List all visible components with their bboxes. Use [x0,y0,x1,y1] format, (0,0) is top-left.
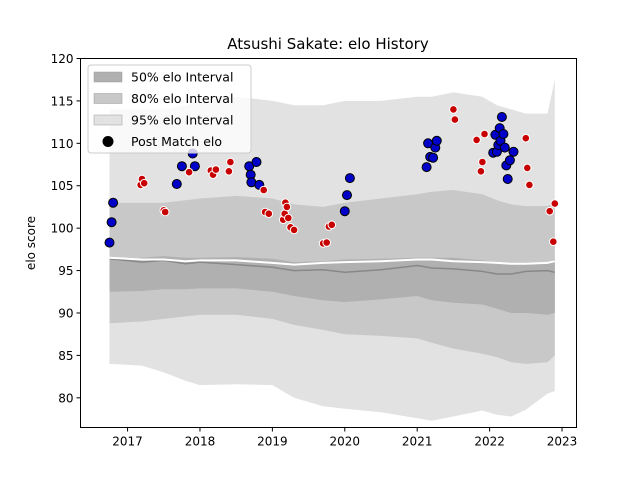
loss-point [545,206,555,216]
x-tick-label: 2023 [547,435,578,449]
legend-label: 95% elo Interval [131,113,233,128]
win-point [342,190,352,201]
legend: 50% elo Interval 80% elo Interval 95% elo … [87,64,252,154]
interval-bands [109,79,555,421]
win-point [499,142,510,153]
legend-swatch [93,93,123,104]
loss-point [525,180,534,190]
mean-line [109,256,556,266]
loss-point [224,167,234,176]
loss-point [211,165,221,174]
chart-title: Atsushi Sakate: elo History [227,35,429,53]
loss-point [226,157,235,167]
win-point [106,217,117,228]
legend-box [87,64,252,154]
loss-point [160,207,170,217]
y-tick-label: 120 [51,52,74,66]
win-point [176,161,187,172]
plot-area [104,79,560,421]
loss-point [550,199,560,208]
loss-point [289,225,299,235]
y-tick-label: 100 [51,222,74,236]
loss-point [184,167,194,177]
y-tick-label: 95 [58,264,73,278]
elo-lines [109,256,556,275]
loss-point [322,238,332,247]
loss-point [284,213,293,223]
win-point [504,155,515,166]
win-point [189,161,200,172]
loss-point [282,202,292,212]
loss-point [478,157,487,167]
y-tick-label: 105 [51,179,74,193]
loss-point [480,129,489,139]
loss-point [472,135,481,145]
x-tick-label: 2018 [185,435,216,449]
legend-label: Post Match elo [131,134,222,149]
win-point [496,112,507,122]
win-point [344,173,355,184]
band-50 [109,256,555,315]
y-tick-label: 80 [58,391,73,405]
legend-marker [102,136,114,147]
x-tick-label: 2017 [112,435,143,449]
y-axis-label: elo score [24,216,38,270]
win-point [431,135,442,146]
loss-point [450,115,460,124]
win-point [498,129,509,139]
win-point [108,197,119,208]
legend-label: 50% elo Interval [131,70,233,85]
loss-point [521,133,531,143]
win-point [171,179,182,189]
y-tick-label: 110 [51,137,74,151]
win-point [428,152,439,163]
legend-swatch [93,71,123,83]
win-point [339,206,350,217]
legend-label: 80% elo Interval [131,91,233,106]
loss-point [259,185,269,195]
loss-point [523,163,532,173]
x-tick-label: 2021 [402,435,433,449]
loss-point [549,237,558,246]
y-tick-label: 115 [51,94,74,108]
win-point [502,174,513,184]
win-point [104,237,115,248]
loss-point [449,105,458,114]
win-point [251,157,262,167]
loss-point [139,178,149,188]
win-point [508,146,519,157]
loss-point [264,209,274,218]
x-tick-label: 2020 [330,435,361,449]
plot-frame [80,58,577,428]
x-axis: 2017 2018 2019 2020 2021 2022 2023 [112,427,578,449]
x-tick-label: 2019 [257,435,288,449]
y-axis: 80 85 90 95 100 105 110 115 120 [51,52,81,405]
legend-swatch [93,114,123,126]
x-tick-label: 2022 [474,435,505,449]
y-tick-label: 85 [58,349,73,363]
loss-point [476,167,486,176]
loss-point [327,220,337,230]
win-point [421,162,432,173]
median-line [109,257,555,275]
post-match-points [104,105,560,248]
y-tick-label: 90 [58,306,73,320]
